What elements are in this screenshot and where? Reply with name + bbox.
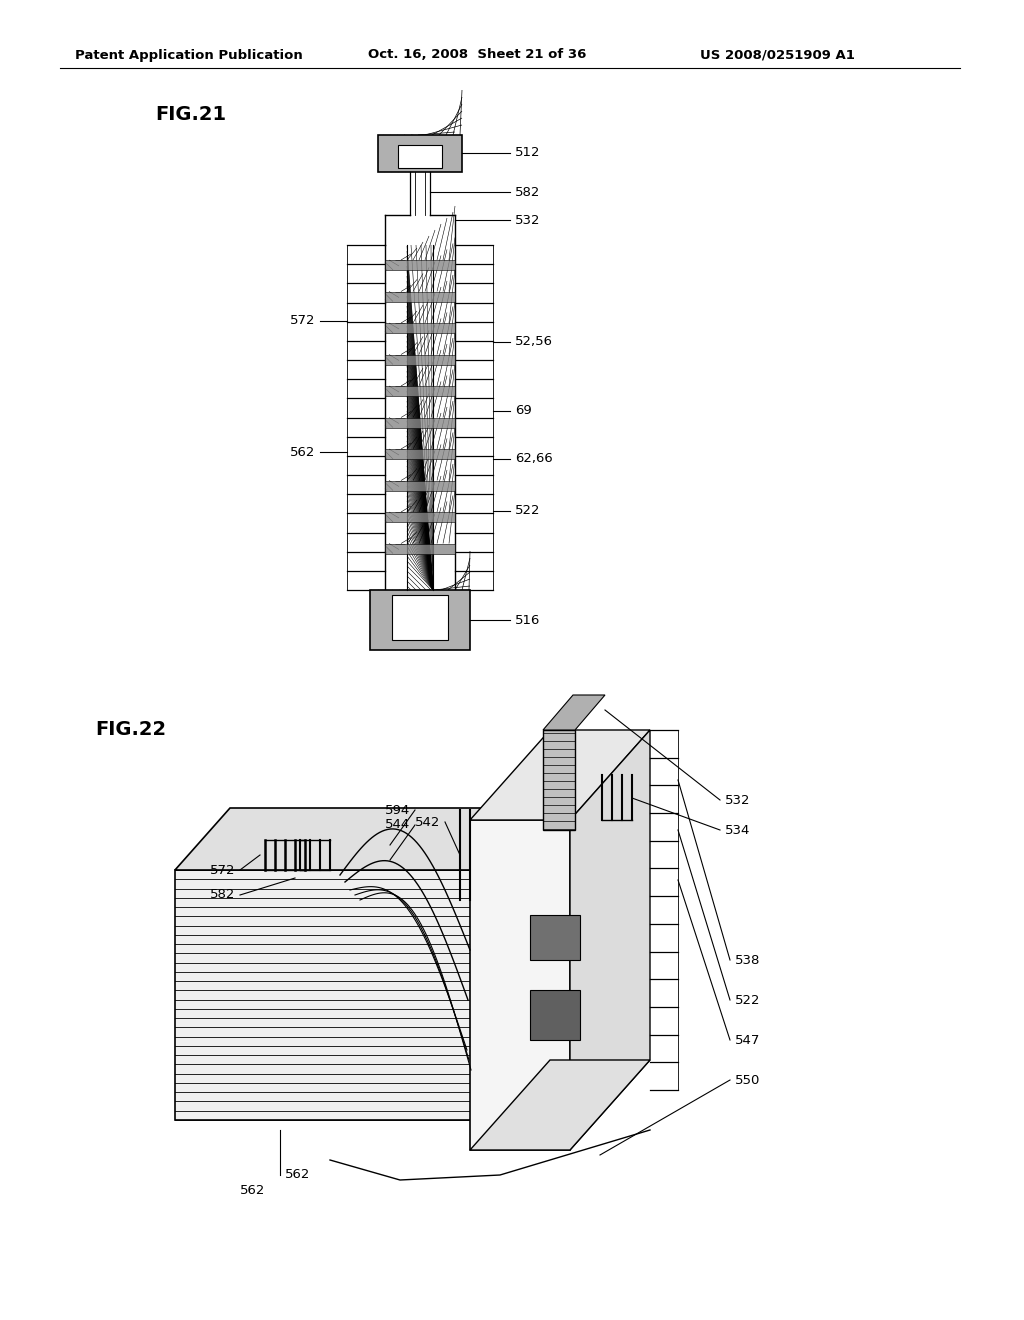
Polygon shape — [570, 730, 650, 1150]
Text: 542: 542 — [415, 816, 440, 829]
Text: 544: 544 — [385, 818, 410, 832]
Polygon shape — [385, 512, 455, 521]
Text: FIG.21: FIG.21 — [155, 106, 226, 124]
Polygon shape — [385, 323, 455, 333]
Polygon shape — [385, 355, 455, 364]
Polygon shape — [378, 135, 462, 172]
Text: 594: 594 — [385, 804, 410, 817]
Text: 538: 538 — [735, 953, 761, 966]
Polygon shape — [470, 820, 570, 1150]
Text: Patent Application Publication: Patent Application Publication — [75, 49, 303, 62]
Text: 572: 572 — [210, 863, 234, 876]
Text: 532: 532 — [725, 793, 751, 807]
Text: 547: 547 — [735, 1034, 761, 1047]
Text: Oct. 16, 2008  Sheet 21 of 36: Oct. 16, 2008 Sheet 21 of 36 — [368, 49, 587, 62]
Polygon shape — [470, 1060, 650, 1150]
Text: 516: 516 — [515, 614, 541, 627]
Text: 572: 572 — [290, 314, 315, 327]
Polygon shape — [398, 145, 442, 168]
Polygon shape — [385, 449, 455, 459]
Text: FIG.22: FIG.22 — [95, 719, 166, 739]
Polygon shape — [543, 730, 575, 830]
Polygon shape — [543, 696, 605, 730]
Polygon shape — [385, 480, 455, 491]
Text: 52,56: 52,56 — [515, 335, 553, 348]
Polygon shape — [175, 870, 490, 1119]
Text: 532: 532 — [515, 214, 541, 227]
Polygon shape — [385, 544, 455, 553]
Text: 522: 522 — [735, 994, 761, 1006]
Polygon shape — [530, 915, 580, 960]
Text: US 2008/0251909 A1: US 2008/0251909 A1 — [700, 49, 855, 62]
Polygon shape — [385, 417, 455, 428]
Text: 582: 582 — [210, 888, 234, 902]
Text: 562: 562 — [290, 446, 315, 458]
Polygon shape — [385, 260, 455, 271]
Text: 582: 582 — [515, 186, 541, 198]
Text: 512: 512 — [515, 147, 541, 160]
Polygon shape — [392, 595, 449, 640]
Polygon shape — [385, 292, 455, 301]
Polygon shape — [490, 808, 545, 1119]
Text: 69: 69 — [515, 404, 531, 417]
Text: 562: 562 — [240, 1184, 265, 1196]
Polygon shape — [470, 730, 650, 820]
Text: 562: 562 — [285, 1168, 310, 1181]
Polygon shape — [530, 990, 580, 1040]
Text: 534: 534 — [725, 824, 751, 837]
Polygon shape — [175, 808, 545, 870]
Polygon shape — [370, 590, 470, 649]
Text: 522: 522 — [515, 504, 541, 517]
Text: 62,66: 62,66 — [515, 453, 553, 466]
Polygon shape — [385, 385, 455, 396]
Text: 550: 550 — [735, 1073, 761, 1086]
